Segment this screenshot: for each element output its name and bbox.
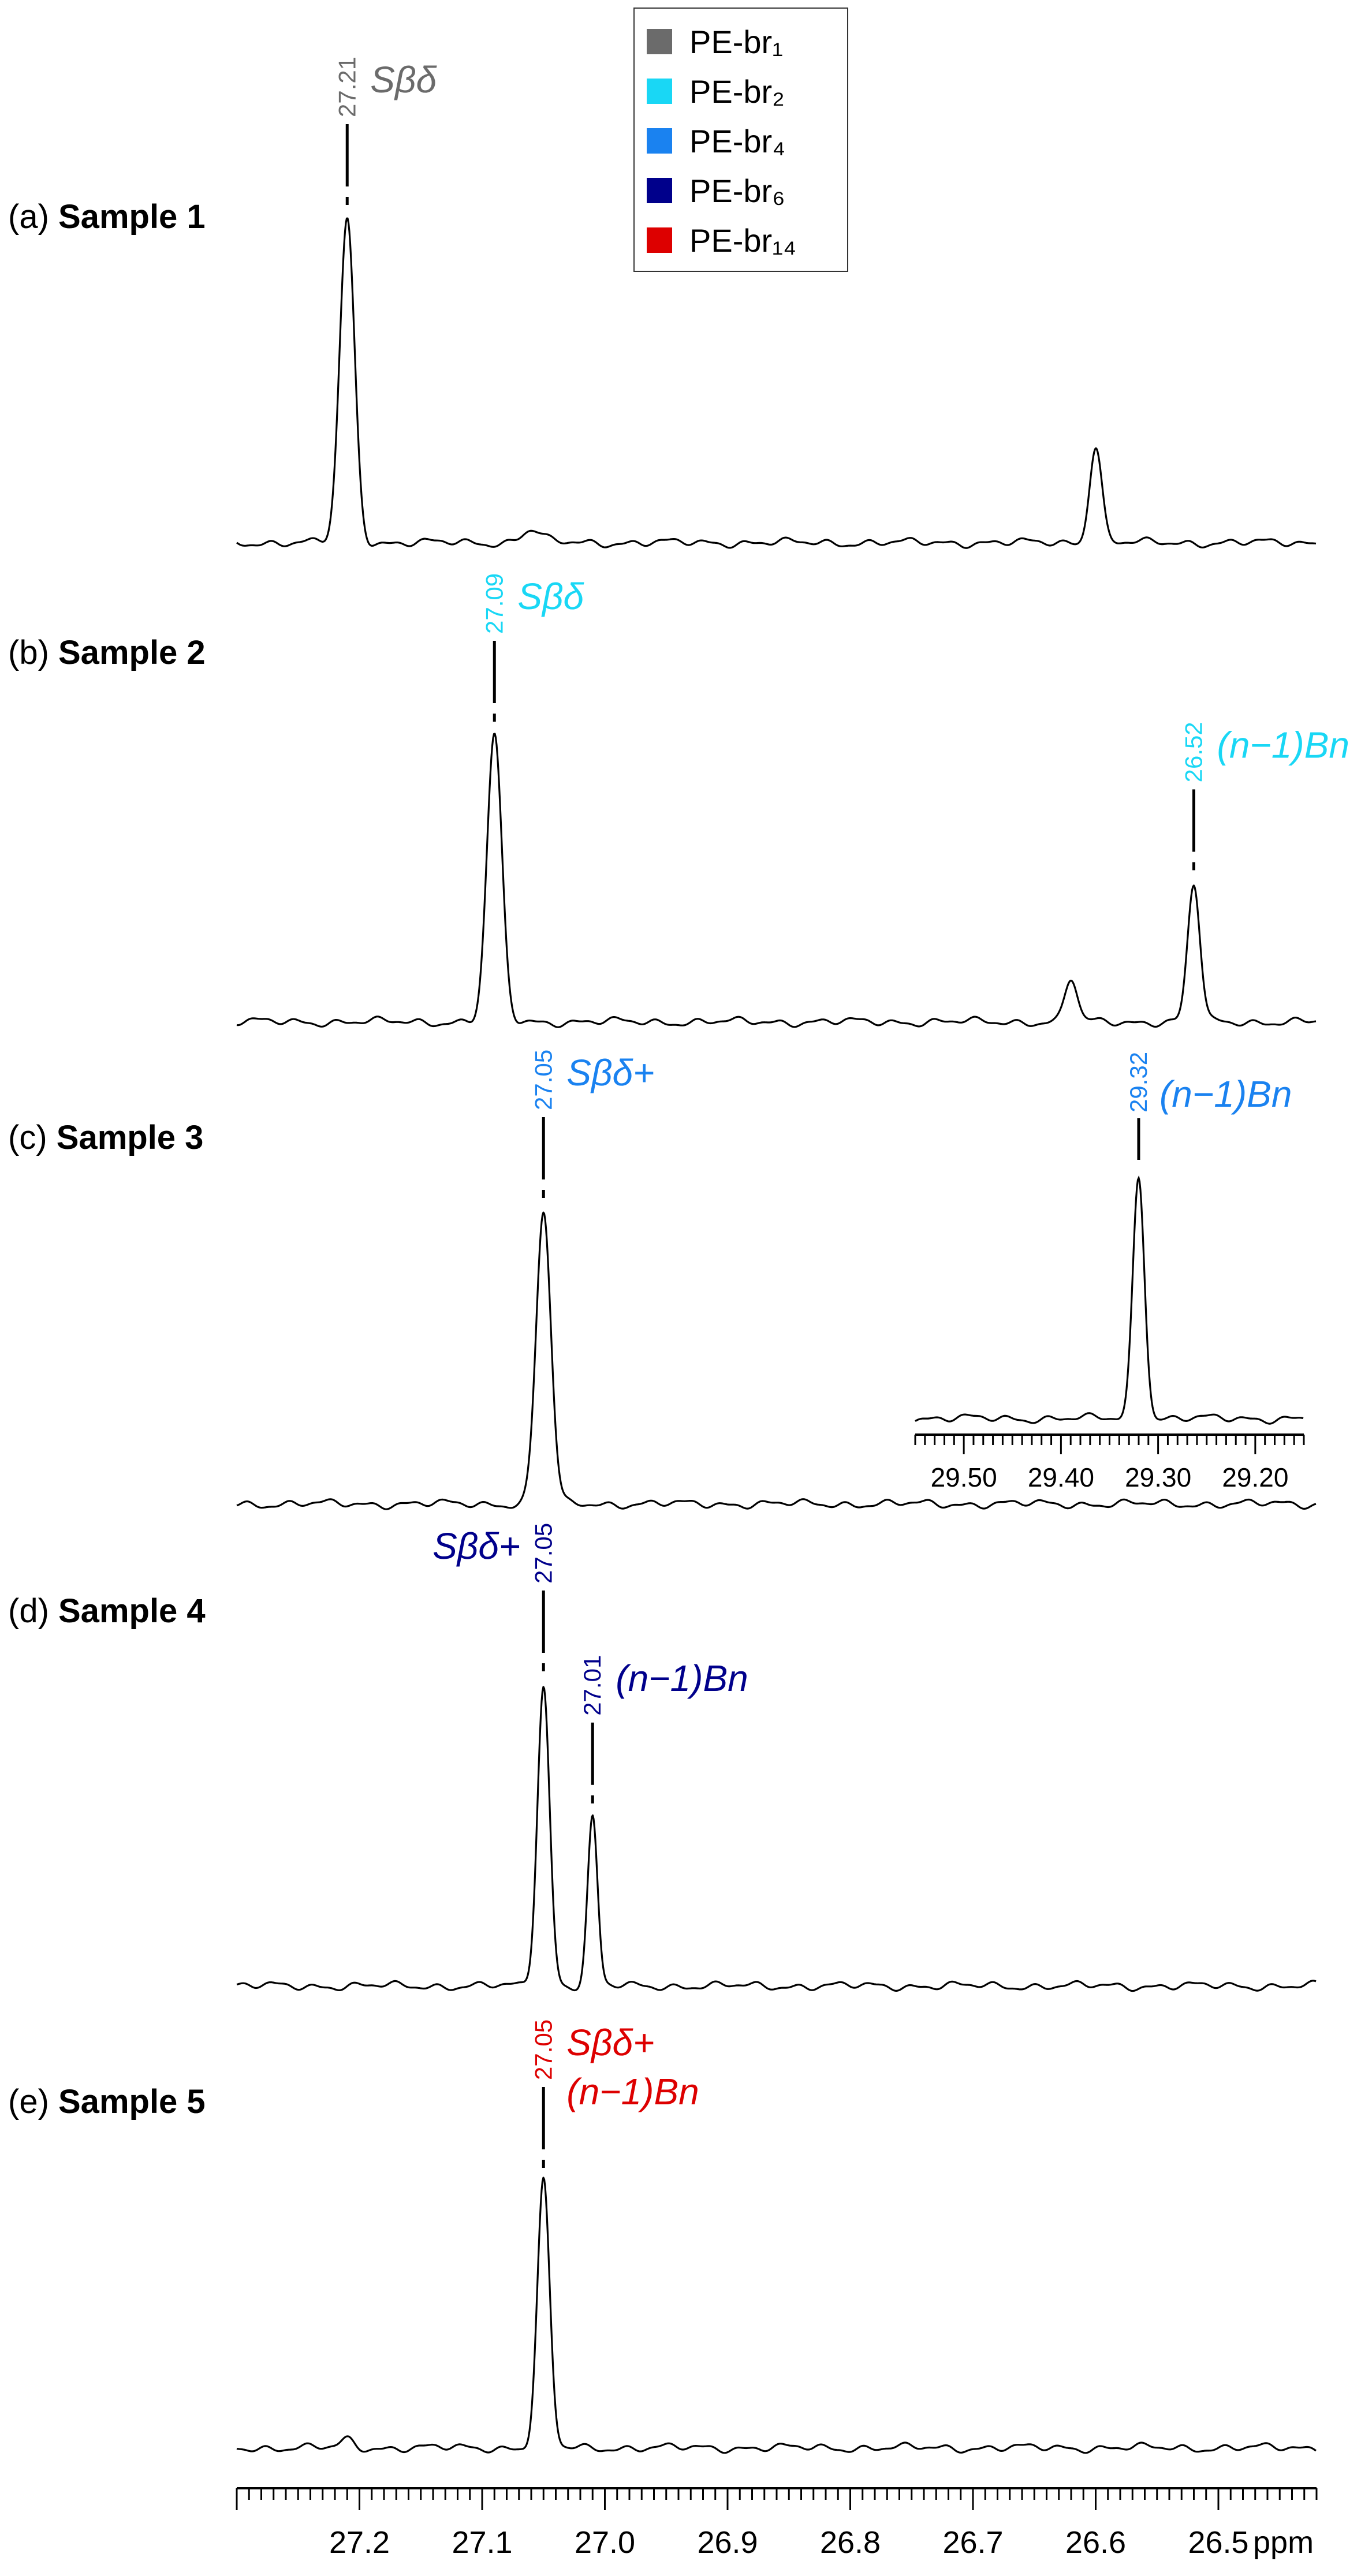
legend-swatch	[647, 29, 672, 54]
sample-label-prefix: (c)	[8, 1119, 57, 1156]
x-axis: 27.2 27.1 27.0 26.9 26.8 26.7 26.6 26.5 ppm	[236, 2487, 1318, 2560]
spectrum-3: (c) Sample 3 27.05 Sβδ+ 29.50 29.40 29.30 29.2…	[8, 1050, 1317, 1510]
legend-swatch	[647, 178, 672, 203]
peak-assignment-label: (n−1)Bn	[1159, 1073, 1292, 1115]
spectrum-2: (b) Sample 2 27.09 Sβδ 26.52 (n−1)Bn	[8, 573, 1349, 1028]
spectrum-trace	[236, 217, 1317, 549]
spectrum-4: (d) Sample 4 27.05 Sβδ+ 27.01 (n−1)Bn	[8, 1523, 1317, 1992]
sample-label-name: Sample 4	[58, 1592, 206, 1630]
peak-assignment-label: (n−1)Bn	[1217, 724, 1349, 766]
legend-swatch	[647, 79, 672, 104]
peak-assignment-label: (n−1)Bn	[616, 1657, 748, 1699]
peak-assignment-label: Sβδ	[517, 576, 584, 617]
peak-assignment-label: Sβδ+	[432, 1525, 520, 1567]
sample-label: (a) Sample 1	[8, 198, 206, 236]
inset-tick-label: 29.30	[1125, 1462, 1191, 1492]
peak-value-label: 27.21	[333, 57, 360, 117]
x-tick-label: 26.9	[697, 2525, 758, 2560]
legend-label: PE-br₆	[689, 173, 785, 209]
spectrum-trace	[236, 1211, 1317, 1510]
peak-value-label: 27.05	[530, 1050, 557, 1110]
spectrum-5: (e) Sample 5 27.05 Sβδ+ (n−1)Bn	[8, 2019, 1317, 2454]
legend-label: PE-br₂	[689, 73, 785, 110]
peak-value-label: 27.09	[480, 573, 508, 634]
spectra-stack: (a) Sample 1 27.21 Sβδ (b) Sample 2 27.09 Sβδ…	[8, 57, 1349, 2454]
peak-value-label: 27.05	[530, 2019, 557, 2080]
x-tick-label: 27.0	[575, 2525, 635, 2560]
inset-tick-label: 29.40	[1028, 1462, 1094, 1492]
sample-label-name: Sample 2	[58, 634, 206, 671]
peak-value-label: 26.52	[1180, 722, 1207, 782]
legend-swatch	[647, 128, 672, 154]
sample-label-name: Sample 3	[57, 1119, 204, 1156]
sample-label-prefix: (d)	[8, 1592, 58, 1630]
peak-assignment-label: (n−1)Bn	[566, 2071, 699, 2112]
sample-label-prefix: (e)	[8, 2083, 58, 2120]
sample-label: (e) Sample 5	[8, 2083, 206, 2120]
peak-assignment-label: Sβδ+	[566, 2022, 654, 2063]
spectrum-trace	[236, 733, 1317, 1028]
sample-label: (c) Sample 3	[8, 1119, 203, 1156]
sample-label-prefix: (a)	[8, 198, 58, 236]
peak-value-label: 27.01	[579, 1655, 606, 1716]
peak-assignment-label: Sβδ	[370, 59, 437, 100]
legend-label: PE-br₁	[689, 24, 783, 60]
inset-spectrum: 29.50 29.40 29.30 29.20 29.32 (n−1)Bn	[914, 1052, 1305, 1492]
legend-label: PE-br₁₄	[689, 222, 796, 259]
inset-tick-label: 29.20	[1222, 1462, 1288, 1492]
spectrum-1: (a) Sample 1 27.21 Sβδ	[8, 57, 1317, 549]
x-tick-label: 26.7	[942, 2525, 1003, 2560]
x-tick-label: 26.6	[1065, 2525, 1126, 2560]
spectrum-trace	[236, 2176, 1317, 2454]
sample-label-name: Sample 5	[58, 2083, 206, 2120]
legend-swatch	[647, 227, 672, 253]
x-tick-label: 26.8	[820, 2525, 881, 2560]
legend-label: PE-br₄	[689, 123, 785, 159]
peak-value-label: 27.05	[530, 1523, 557, 1584]
x-tick-label: 27.1	[452, 2525, 512, 2560]
x-tick-label: 27.2	[329, 2525, 390, 2560]
legend: PE-br₁ PE-br₂ PE-br₄ PE-br₆ PE-br₁₄	[633, 8, 848, 272]
inset-trace	[915, 1175, 1304, 1425]
peak-assignment-label: Sβδ+	[566, 1052, 654, 1093]
spectrum-trace	[236, 1686, 1317, 1992]
inset-tick-label: 29.50	[931, 1462, 997, 1492]
x-unit-label: ppm	[1253, 2525, 1314, 2560]
x-tick-label: 26.5	[1188, 2525, 1248, 2560]
sample-label-prefix: (b)	[8, 634, 58, 671]
sample-label-name: Sample 1	[58, 198, 206, 236]
sample-label: (b) Sample 2	[8, 634, 206, 671]
sample-label: (d) Sample 4	[8, 1592, 206, 1630]
peak-value-label: 29.32	[1125, 1052, 1152, 1112]
